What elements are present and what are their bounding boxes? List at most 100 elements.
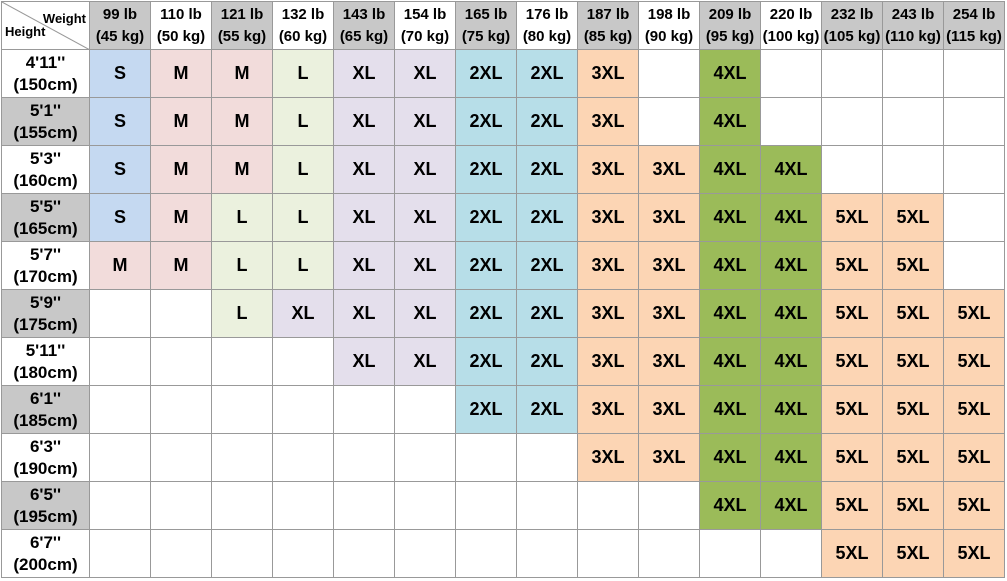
weight-kg: (85 kg)	[583, 27, 633, 45]
weight-lb: 99 lb	[102, 5, 138, 23]
height-ft: 4'11''	[25, 52, 66, 72]
size-cell	[272, 481, 334, 530]
size-cell: XL	[394, 97, 456, 146]
size-cell: 2XL	[455, 289, 517, 338]
height-ft: 6'1''	[29, 388, 62, 408]
size-cell: S	[89, 97, 151, 146]
size-cell: 5XL	[821, 433, 883, 482]
size-cell: L	[272, 145, 334, 194]
size-cell: 4XL	[699, 385, 761, 434]
size-cell: 2XL	[455, 241, 517, 290]
size-cell: 5XL	[821, 241, 883, 290]
size-cell: 2XL	[455, 193, 517, 242]
size-cell	[394, 529, 456, 578]
table-body: 4'11'' (150cm) S M M L XL XL 2XL 2XL 3XL 4XL 5'1'' (1…	[1, 49, 1005, 578]
weight-lb: 209 lb	[708, 5, 752, 23]
height-header: 5'11'' (180cm)	[1, 337, 90, 386]
weight-kg: (80 kg)	[522, 27, 572, 45]
weight-kg: (75 kg)	[461, 27, 511, 45]
size-cell: 4XL	[699, 241, 761, 290]
size-cell: 4XL	[760, 145, 822, 194]
size-cell: 2XL	[455, 145, 517, 194]
size-cell: 5XL	[821, 481, 883, 530]
size-row: 4'11'' (150cm) S M M L XL XL 2XL 2XL 3XL 4XL	[1, 49, 1005, 98]
weight-header: 254 lb (115 kg)	[943, 1, 1005, 50]
size-cell: S	[89, 145, 151, 194]
size-cell: XL	[333, 289, 395, 338]
size-cell	[455, 481, 517, 530]
weight-header: 176 lb (80 kg)	[516, 1, 578, 50]
size-cell: 3XL	[577, 337, 639, 386]
size-row: 6'7'' (200cm) 5XL 5XL 5XL	[1, 529, 1005, 578]
size-cell: L	[272, 193, 334, 242]
size-cell: 4XL	[699, 193, 761, 242]
weight-lb: 121 lb	[220, 5, 264, 23]
size-cell: M	[211, 145, 273, 194]
height-cm: (185cm)	[13, 410, 78, 430]
size-cell: XL	[333, 337, 395, 386]
height-cm: (200cm)	[13, 554, 78, 574]
size-cell	[333, 433, 395, 482]
size-cell: L	[272, 97, 334, 146]
size-cell	[394, 433, 456, 482]
weight-lb: 187 lb	[586, 5, 630, 23]
size-cell: 5XL	[943, 433, 1005, 482]
size-cell	[272, 433, 334, 482]
size-cell: XL	[333, 241, 395, 290]
weight-header: 121 lb (55 kg)	[211, 1, 273, 50]
height-cm: (160cm)	[13, 170, 78, 190]
corner-cell: Weight Height	[1, 1, 90, 50]
size-row: 6'3'' (190cm) 3XL 3XL 4XL 4XL 5XL 5XL 5XL	[1, 433, 1005, 482]
size-row: 6'1'' (185cm) 2XL 2XL 3XL 3XL 4XL 4XL 5XL 5XL 5XL	[1, 385, 1005, 434]
size-cell: 3XL	[638, 241, 700, 290]
size-cell: XL	[333, 145, 395, 194]
height-header: 6'5'' (195cm)	[1, 481, 90, 530]
size-cell: M	[150, 193, 212, 242]
size-cell	[943, 97, 1005, 146]
weight-header: 143 lb (65 kg)	[333, 1, 395, 50]
size-cell	[89, 385, 151, 434]
size-cell	[150, 481, 212, 530]
height-header: 5'3'' (160cm)	[1, 145, 90, 194]
size-cell	[211, 337, 273, 386]
size-cell: 3XL	[577, 145, 639, 194]
height-cm: (175cm)	[13, 314, 78, 334]
size-cell: 2XL	[516, 337, 578, 386]
size-cell	[150, 433, 212, 482]
height-cm: (180cm)	[13, 362, 78, 382]
height-label: Height	[5, 24, 46, 39]
size-cell: 5XL	[943, 385, 1005, 434]
size-cell: 4XL	[760, 289, 822, 338]
size-cell: XL	[394, 241, 456, 290]
height-header: 6'1'' (185cm)	[1, 385, 90, 434]
weight-kg: (55 kg)	[217, 27, 267, 45]
size-cell: L	[211, 193, 273, 242]
size-cell: 5XL	[943, 289, 1005, 338]
size-cell: 5XL	[943, 337, 1005, 386]
size-cell: L	[211, 289, 273, 338]
size-cell: 5XL	[821, 529, 883, 578]
size-cell	[638, 49, 700, 98]
size-cell	[882, 49, 944, 98]
size-row: 5'1'' (155cm) S M M L XL XL 2XL 2XL 3XL 4XL	[1, 97, 1005, 146]
size-cell: 5XL	[821, 337, 883, 386]
size-row: 5'7'' (170cm) M M L L XL XL 2XL 2XL 3XL 3XL 4XL 4XL 5X…	[1, 241, 1005, 290]
size-cell	[760, 529, 822, 578]
weight-lb: 110 lb	[160, 5, 202, 23]
size-cell: 3XL	[638, 289, 700, 338]
size-cell: 2XL	[516, 241, 578, 290]
size-cell	[882, 145, 944, 194]
size-cell	[333, 481, 395, 530]
weight-kg: (115 kg)	[946, 27, 1002, 45]
height-cm: (190cm)	[13, 458, 78, 478]
height-ft: 5'9''	[29, 292, 62, 312]
height-ft: 5'11''	[25, 340, 66, 360]
size-cell	[516, 433, 578, 482]
size-cell: 3XL	[577, 289, 639, 338]
weight-lb: 254 lb	[952, 5, 996, 23]
height-ft: 5'7''	[29, 244, 62, 264]
size-cell	[394, 385, 456, 434]
size-cell: XL	[394, 193, 456, 242]
size-row: 6'5'' (195cm) 4XL 4XL 5XL 5XL 5XL	[1, 481, 1005, 530]
size-cell	[760, 49, 822, 98]
